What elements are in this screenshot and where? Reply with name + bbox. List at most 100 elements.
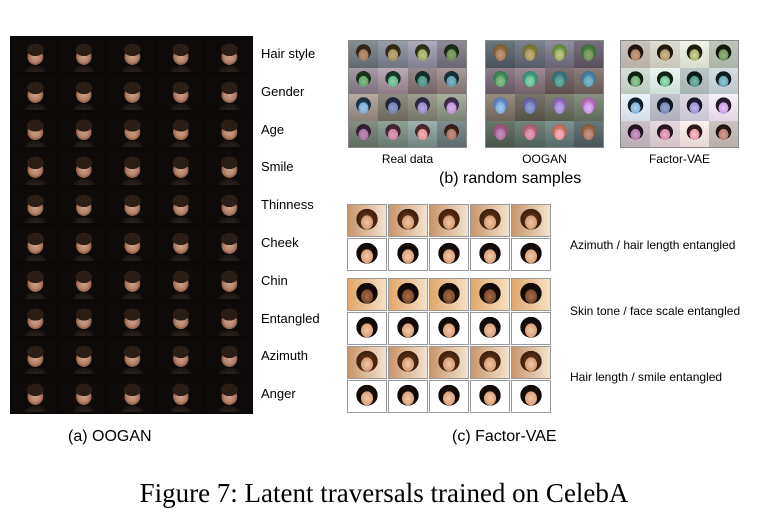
traversal-image [470, 380, 510, 413]
pair-label-2: Skin tone / face scale entangled [570, 304, 741, 318]
traversal-image [110, 378, 153, 412]
traversal-image [511, 312, 551, 345]
traversal-image [470, 278, 510, 311]
sample-image [650, 41, 680, 68]
sample-image [621, 67, 651, 94]
traversal-image [110, 151, 153, 186]
sample-image [708, 41, 738, 68]
traversal-image [388, 380, 428, 413]
sample-image [349, 67, 379, 94]
traversal-image [13, 189, 56, 223]
sample-image [378, 67, 408, 94]
traversal-image [13, 113, 56, 148]
traversal-row-label: Smile [261, 159, 294, 175]
oogan-samples [485, 40, 604, 148]
sample-image [436, 41, 466, 68]
sample-image [621, 120, 651, 147]
sample-image [378, 41, 408, 68]
traversal-image [61, 189, 105, 223]
traversal-image [347, 278, 387, 311]
traversal-image [347, 312, 387, 345]
traversal-image [429, 380, 469, 413]
factor-vae-samples-label: Factor-VAE [648, 152, 711, 166]
traversal-image [207, 189, 250, 223]
traversal-image [511, 238, 551, 271]
traversal-image [13, 75, 56, 110]
traversal-image [158, 302, 202, 337]
traversal-image [110, 75, 153, 110]
traversal-image [158, 113, 202, 148]
sample-image [349, 41, 379, 68]
sample-image [544, 94, 574, 121]
sample-image [378, 120, 408, 147]
traversal-image [158, 227, 202, 261]
traversal-image [13, 264, 56, 299]
traversal-image [511, 346, 551, 379]
sample-image [436, 94, 466, 121]
traversal-image [110, 340, 153, 375]
sample-image [708, 120, 738, 147]
traversal-image [158, 264, 202, 299]
traversal-image [207, 340, 250, 375]
sample-image [708, 94, 738, 121]
traversal-image [61, 340, 105, 375]
sample-image [650, 120, 680, 147]
sample-image [679, 94, 709, 121]
traversal-image [207, 378, 250, 412]
factor-vae-samples [620, 40, 739, 148]
pair-label-3: Hair length / smile entangled [570, 370, 723, 384]
traversal-image [207, 151, 250, 186]
real-data-label: Real data [381, 152, 434, 166]
sample-image [349, 120, 379, 147]
traversal-image [61, 378, 105, 412]
traversal-row-label: Azimuth [261, 348, 308, 364]
factor-vae-row [347, 380, 552, 413]
sample-image [679, 41, 709, 68]
sample-image [573, 94, 603, 121]
traversal-image [511, 204, 551, 237]
figure-caption: Figure 7: Latent traversals trained on C… [139, 478, 629, 508]
traversal-image [110, 227, 153, 261]
traversal-image [158, 75, 202, 110]
traversal-image [429, 204, 469, 237]
sample-image [407, 94, 437, 121]
traversal-image [470, 204, 510, 237]
traversal-row-label: Chin [261, 272, 288, 288]
sample-image [573, 67, 603, 94]
sample-image [515, 120, 545, 147]
traversal-image [158, 151, 202, 186]
sample-image [436, 120, 466, 147]
traversal-row-label: Cheek [261, 234, 299, 250]
traversal-image [61, 113, 105, 148]
sample-image [515, 41, 545, 68]
traversal-image [13, 302, 56, 337]
sample-image [349, 94, 379, 121]
traversal-image [110, 189, 153, 223]
panel-a-caption: (a) OOGAN [68, 428, 152, 445]
traversal-image [158, 189, 202, 223]
panel-c-caption: (c) Factor-VAE [452, 428, 557, 445]
traversal-image [207, 227, 250, 261]
sample-image [436, 67, 466, 94]
traversal-row-label: Hair style [261, 45, 316, 61]
traversal-image [158, 340, 202, 375]
traversal-image [207, 75, 250, 110]
traversal-image [388, 312, 428, 345]
traversal-image [511, 278, 551, 311]
traversal-image [207, 264, 250, 299]
sample-image [621, 94, 651, 121]
factor-vae-row [347, 278, 552, 311]
factor-vae-row [347, 238, 552, 271]
traversal-image [388, 204, 428, 237]
sample-image [650, 94, 680, 121]
sample-image [407, 41, 437, 68]
traversal-image [158, 378, 202, 412]
traversal-image [61, 302, 105, 337]
traversal-image [61, 38, 105, 72]
panel-b-caption: (b) random samples [439, 170, 582, 187]
traversal-image [429, 346, 469, 379]
traversal-image [429, 238, 469, 271]
traversal-image [207, 113, 250, 148]
traversal-image [429, 312, 469, 345]
traversal-image [388, 238, 428, 271]
